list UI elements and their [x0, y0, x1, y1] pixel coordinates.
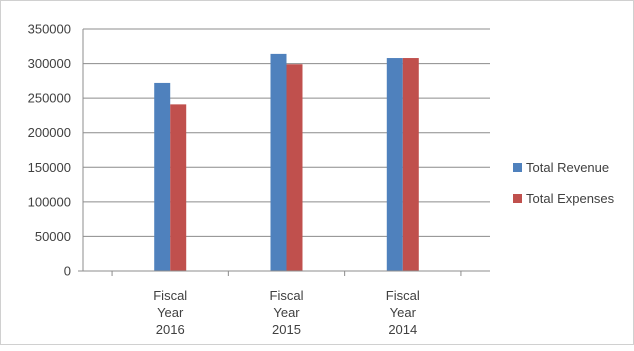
y-tick-label: 0: [64, 264, 71, 279]
y-tick-label: 250000: [28, 91, 71, 106]
legend-label: Total Revenue: [526, 160, 609, 175]
y-tick-label: 300000: [28, 56, 71, 71]
legend-label: Total Expenses: [526, 191, 615, 206]
y-tick-label: 150000: [28, 160, 71, 175]
y-tick-label: 350000: [28, 22, 71, 37]
legend-swatch: [513, 194, 522, 203]
x-tick-labels: Fiscal Year 2016 Fiscal Year 2015 Fiscal Year 20…: [153, 288, 420, 337]
axes: [78, 29, 490, 276]
bar-total-expenses: [402, 58, 419, 271]
bar-total-expenses: [286, 64, 303, 272]
x-tick-label: Fiscal Year 2014: [386, 288, 420, 337]
bar-total-revenue: [154, 82, 171, 271]
y-tick-label: 200000: [28, 125, 71, 140]
legend-swatch: [513, 163, 522, 172]
bar-total-expenses: [170, 104, 187, 271]
y-tick-labels: 0 50000 100000 150000 200000 250000 300000 3500…: [28, 22, 71, 279]
bars: [154, 53, 419, 272]
y-tick-label: 50000: [35, 229, 71, 244]
x-tick-label: Fiscal Year 2015: [270, 288, 304, 337]
y-tick-label: 100000: [28, 194, 71, 209]
legend: Total Revenue Total Expenses: [513, 160, 615, 206]
x-tick-label: Fiscal Year 2016: [153, 288, 187, 337]
bar-total-revenue: [270, 53, 287, 271]
bar-total-revenue: [386, 58, 403, 271]
